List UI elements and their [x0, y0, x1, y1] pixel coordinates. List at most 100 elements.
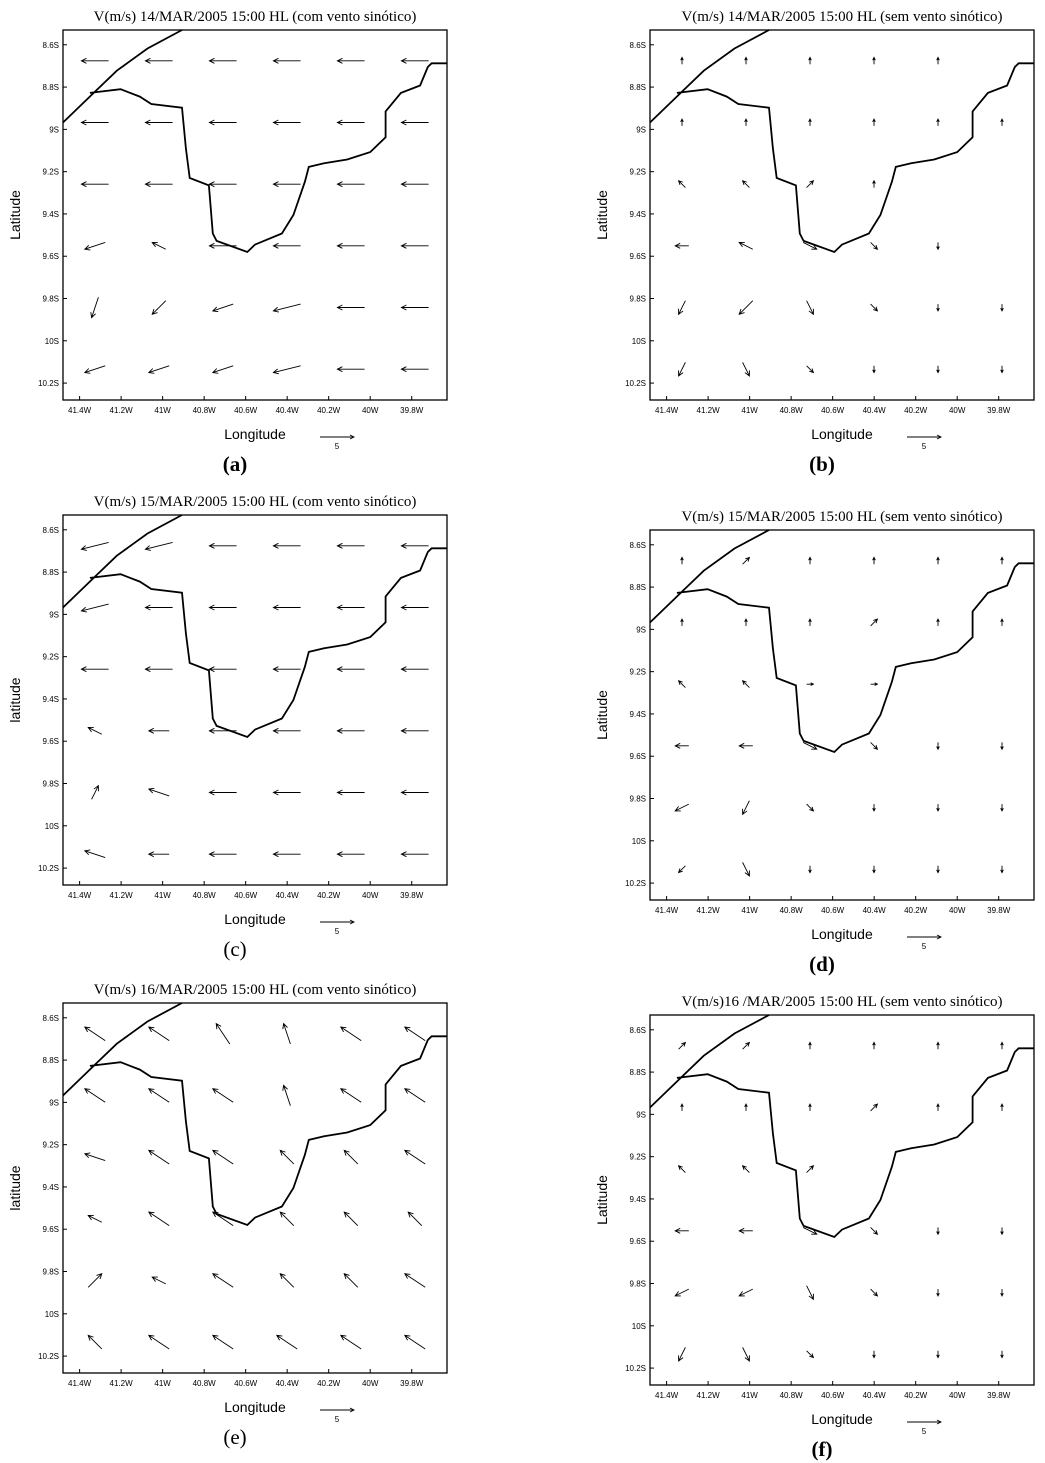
reference-label: 5 [335, 442, 340, 451]
wind-vector [806, 1165, 815, 1173]
x-tick-label: 40.8W [193, 891, 217, 900]
wind-vector [336, 181, 365, 188]
reference-vector [320, 1407, 356, 1413]
y-tick-label: 8.6S [43, 41, 59, 50]
x-tick-label: 40W [362, 406, 379, 415]
reference-label: 5 [335, 927, 340, 936]
y-tick-label: 10.2S [38, 379, 59, 388]
y-tick-label: 9S [636, 125, 646, 134]
panel-title: V(m/s) 15/MAR/2005 15:00 HL (sem vento s… [681, 509, 1002, 525]
wind-vector [936, 304, 940, 312]
x-tick-label: 41.2W [110, 1379, 134, 1388]
wind-vector [1000, 304, 1004, 312]
wind-vector [272, 242, 301, 249]
wind-vector [872, 1350, 876, 1359]
wind-vector [741, 1165, 750, 1173]
wind-vector [215, 1022, 231, 1045]
wind-vector [808, 118, 812, 126]
wind-vector [742, 862, 750, 877]
y-tick-label: 9.2S [43, 1141, 59, 1150]
wind-vector [1000, 1289, 1004, 1297]
wind-vector [678, 300, 686, 316]
wind-vector [83, 1026, 106, 1042]
wind-vector [336, 727, 365, 734]
wind-vector [680, 618, 684, 626]
wind-vector [400, 242, 429, 249]
wind-vector [744, 56, 748, 65]
wind-vector [80, 541, 109, 551]
wind-vector [677, 680, 686, 688]
wind-vector [738, 241, 754, 250]
x-axis-label: Longitude [811, 926, 873, 942]
wind-vector [1000, 742, 1004, 751]
x-tick-label: 40.4W [863, 1391, 887, 1400]
wind-vector [147, 787, 170, 797]
wind-vector [147, 1334, 170, 1350]
y-tick-label: 9.4S [43, 1183, 59, 1192]
wind-vector [144, 119, 173, 126]
wind-vector [208, 181, 237, 188]
wind-vector [83, 242, 106, 251]
x-tick-label: 40.6W [234, 406, 258, 415]
wind-vector [936, 1350, 940, 1359]
wind-vector [208, 57, 237, 64]
x-tick-label: 40.6W [234, 1379, 258, 1388]
wind-vector [272, 365, 301, 375]
x-tick-label: 41.4W [655, 1391, 679, 1400]
y-tick-label: 10.2S [625, 879, 646, 888]
wind-vector [87, 1334, 103, 1350]
wind-vector [806, 1285, 814, 1301]
wind-vector [208, 789, 237, 796]
x-tick-label: 40.6W [821, 1391, 845, 1400]
wind-vector [936, 865, 940, 874]
wind-vector [1000, 556, 1004, 565]
wind-vector [211, 1334, 234, 1350]
y-tick-label: 9.2S [630, 168, 646, 177]
wind-vector [407, 1211, 423, 1226]
y-tick-label: 9.2S [630, 1153, 646, 1162]
panel-caption: (d) [809, 952, 835, 976]
wind-vector [83, 1088, 106, 1103]
wind-vector [208, 666, 237, 673]
wind-vector [272, 57, 301, 64]
wind-vector [272, 542, 301, 549]
wind-vector [272, 604, 301, 611]
wind-vector [208, 119, 237, 126]
x-tick-label: 41W [741, 1391, 758, 1400]
wind-vector [275, 1334, 298, 1350]
wind-vector [742, 800, 750, 816]
wind-vector [279, 1272, 295, 1288]
y-tick-label: 10S [632, 337, 646, 346]
panel-caption: (f) [812, 1437, 833, 1461]
wind-vector [936, 118, 940, 126]
y-tick-label: 9.6S [630, 1237, 646, 1246]
wind-vector [1000, 365, 1004, 374]
wind-vector [742, 1347, 750, 1362]
x-tick-label: 40.2W [904, 906, 928, 915]
wind-vector [403, 1273, 426, 1288]
y-tick-label: 9.8S [43, 295, 59, 304]
wind-vector [678, 362, 686, 377]
wind-vector [744, 1103, 748, 1111]
wind-vector [90, 297, 99, 319]
wind-vector [80, 181, 109, 188]
wind-vector [806, 180, 815, 188]
wind-vector [279, 1211, 295, 1226]
y-tick-label: 9.6S [43, 252, 59, 261]
wind-vector [336, 57, 365, 64]
wind-vector [400, 181, 429, 188]
y-axis-label: Latitude [7, 190, 23, 240]
reference-label: 5 [335, 1415, 340, 1424]
x-tick-label: 40W [949, 406, 966, 415]
wind-vector [336, 789, 365, 796]
y-tick-label: 10S [632, 1322, 646, 1331]
wind-vector [680, 118, 684, 126]
wind-vector [400, 366, 429, 373]
panel-caption: (b) [809, 452, 835, 476]
plot-frame [649, 529, 1035, 901]
panel: V(m/s) 14/MAR/2005 15:00 HL (sem vento s… [594, 9, 1035, 476]
wind-vector [674, 242, 689, 249]
plot-frame [62, 29, 448, 401]
y-tick-label: 9.2S [43, 653, 59, 662]
wind-vector [872, 118, 876, 126]
